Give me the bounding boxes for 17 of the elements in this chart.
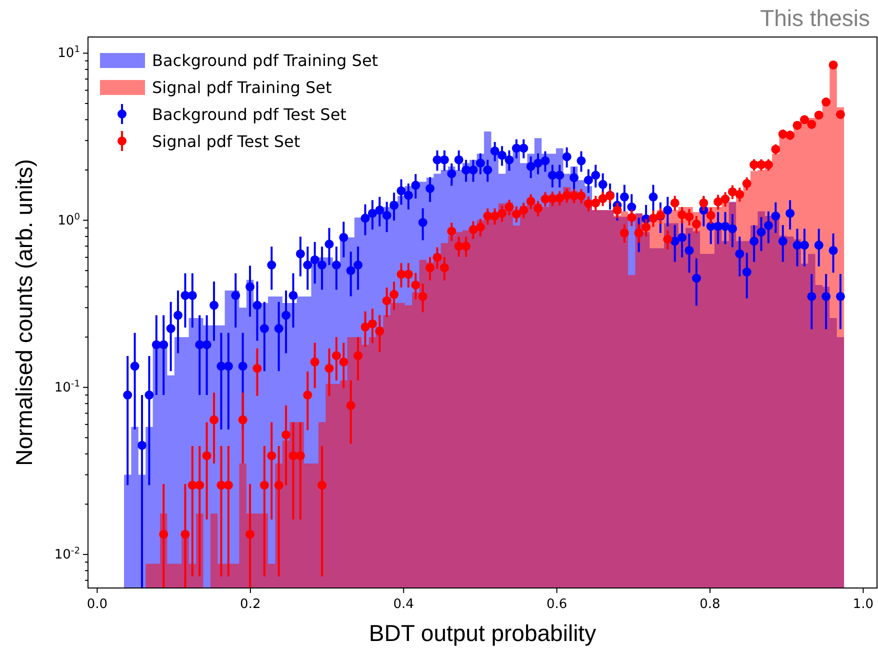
- x-tick-label: 0.2: [240, 597, 261, 612]
- y-tick-label: 10$^{-1}$: [54, 379, 80, 396]
- x-tick-label: 0.8: [700, 597, 720, 612]
- y-tick-label: 10$^{-2}$: [54, 546, 80, 562]
- x-tick-label: 0.4: [393, 597, 414, 612]
- x-axis-title: BDT output probability: [368, 620, 597, 646]
- legend-label: Background pdf Training Set: [152, 51, 378, 70]
- x-tick-label: 0.6: [546, 597, 568, 612]
- y-tick-label: 10$^{1}$: [58, 45, 80, 62]
- legend-label: Signal pdf Test Set: [152, 132, 300, 151]
- text: This thesis: [760, 5, 870, 31]
- legend-label: Background pdf Test Set: [152, 105, 346, 124]
- x-tick-label: 0.0: [86, 597, 108, 612]
- y-tick-label: 10$^{0}$: [58, 212, 80, 228]
- legend-label: Signal pdf Training Set: [152, 78, 332, 97]
- x-tick-label: 1.0: [852, 597, 874, 612]
- y-axis-title: Normalised counts (arb. units): [11, 159, 37, 466]
